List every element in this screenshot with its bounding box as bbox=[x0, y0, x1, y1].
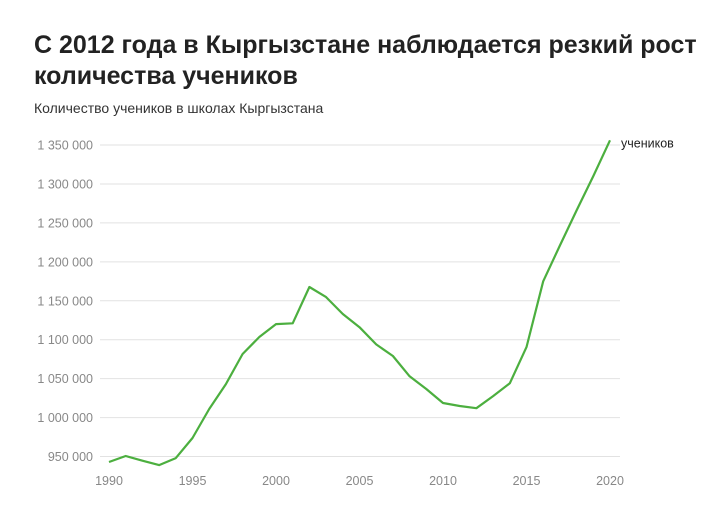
x-tick-label: 1990 bbox=[95, 474, 123, 488]
y-tick-label: 1 100 000 bbox=[37, 333, 93, 347]
chart-subtitle: Количество учеников в школах Кыргызстана bbox=[34, 100, 324, 116]
y-tick-label: 1 350 000 bbox=[37, 139, 93, 153]
y-tick-label: 1 000 000 bbox=[37, 411, 93, 425]
y-tick-label: 1 150 000 bbox=[37, 294, 93, 308]
series-label: учеников bbox=[621, 136, 674, 150]
series-line bbox=[108, 139, 611, 467]
x-tick-label: 1995 bbox=[179, 474, 207, 488]
y-tick-label: 1 200 000 bbox=[37, 255, 93, 269]
x-tick-label: 2020 bbox=[596, 474, 624, 488]
x-tick-label: 2000 bbox=[262, 474, 290, 488]
x-tick-label: 2015 bbox=[513, 474, 541, 488]
y-tick-label: 1 050 000 bbox=[37, 372, 93, 386]
y-tick-label: 1 250 000 bbox=[37, 216, 93, 230]
y-tick-label: 950 000 bbox=[48, 450, 93, 464]
y-tick-label: 1 300 000 bbox=[37, 177, 93, 191]
x-tick-label: 2005 bbox=[346, 474, 374, 488]
chart-title: С 2012 года в Кыргызстане наблюдается ре… bbox=[34, 31, 697, 90]
x-tick-label: 2010 bbox=[429, 474, 457, 488]
